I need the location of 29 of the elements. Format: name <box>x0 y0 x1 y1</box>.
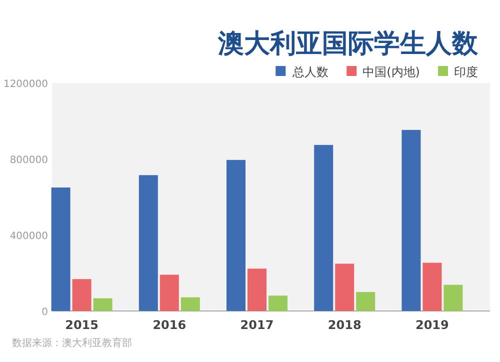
bar <box>422 262 442 311</box>
bar <box>268 296 288 311</box>
bar <box>226 160 246 311</box>
legend-label: 总人数 <box>292 65 329 79</box>
source-note: 数据来源：澳大利亚教育部 <box>12 337 132 349</box>
legend-label: 中国(内地) <box>362 65 420 79</box>
y-tick-label: 400000 <box>10 231 48 242</box>
legend-label: 印度 <box>454 65 478 79</box>
x-tick-label: 2017 <box>240 318 274 332</box>
y-tick-label: 800000 <box>10 155 48 166</box>
bar <box>248 268 266 311</box>
x-tick-label: 2019 <box>415 318 449 332</box>
x-tick-label: 2016 <box>152 318 186 332</box>
x-tick-label: 2015 <box>65 318 99 332</box>
bar <box>335 264 354 311</box>
bar <box>138 175 158 311</box>
bar <box>356 292 376 311</box>
y-tick-label: 0 <box>42 307 48 318</box>
bar <box>72 279 92 311</box>
bar <box>402 130 421 311</box>
bar <box>93 298 112 311</box>
y-tick-label: 1200000 <box>3 79 48 90</box>
bar <box>160 274 179 311</box>
bar <box>444 284 463 311</box>
bar <box>180 297 200 311</box>
bar <box>314 144 334 311</box>
bar <box>51 188 70 311</box>
chart-title: 澳大利亚国际学生人数 <box>217 29 479 59</box>
x-tick-label: 2018 <box>328 318 362 332</box>
